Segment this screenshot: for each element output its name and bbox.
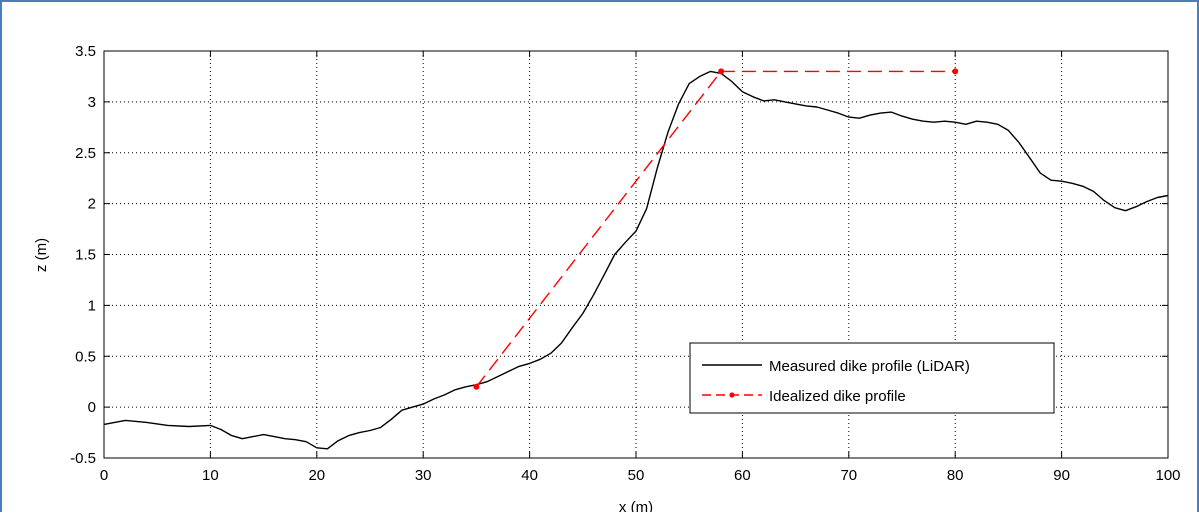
axis-ticks: 0 10 20 30 40 50 60 70 80 90 100-0.500.511.522.533… [70, 43, 1180, 484]
y-tick-label: 0.5 [75, 348, 96, 365]
y-tick-label: 3 [88, 94, 96, 111]
x-tick-label: 90 [1053, 467, 1070, 484]
legend-box [689, 342, 1055, 414]
x-tick-label: 100 [1155, 467, 1180, 484]
y-tick-label: -0.5 [70, 450, 96, 467]
y-tick-label: 1 [88, 297, 96, 314]
measured-profile-line [103, 70, 1169, 450]
x-tick-label: 20 [308, 467, 325, 484]
legend-label-measured: Measured dike profile (LiDAR) [769, 358, 970, 375]
y-tick-label: 0 [88, 399, 96, 416]
y-tick-label: 1.5 [75, 247, 96, 264]
x-tick-label: 80 [947, 467, 964, 484]
x-tick-label: 60 [734, 467, 751, 484]
legend-marker-idealized [729, 392, 735, 398]
x-tick-label: 40 [521, 467, 538, 484]
idealized-profile-marker [718, 68, 725, 75]
x-tick-label: 50 [628, 467, 645, 484]
y-tick-label: 3.5 [75, 43, 96, 60]
x-tick-label: 0 [100, 467, 108, 484]
idealized-profile-marker [473, 383, 480, 390]
x-axis-label: x (m) [619, 499, 653, 512]
series-layer [103, 68, 1169, 450]
legend: Measured dike profile (LiDAR) Idealized … [689, 342, 1055, 414]
y-tick-label: 2 [88, 196, 96, 213]
y-axis-label: z (m) [33, 238, 50, 272]
x-tick-label: 10 [202, 467, 219, 484]
legend-label-idealized: Idealized dike profile [769, 388, 906, 405]
idealized-profile-marker [952, 68, 959, 75]
grid [104, 51, 1168, 458]
x-tick-label: 70 [840, 467, 857, 484]
y-tick-label: 2.5 [75, 145, 96, 162]
x-tick-label: 30 [415, 467, 432, 484]
